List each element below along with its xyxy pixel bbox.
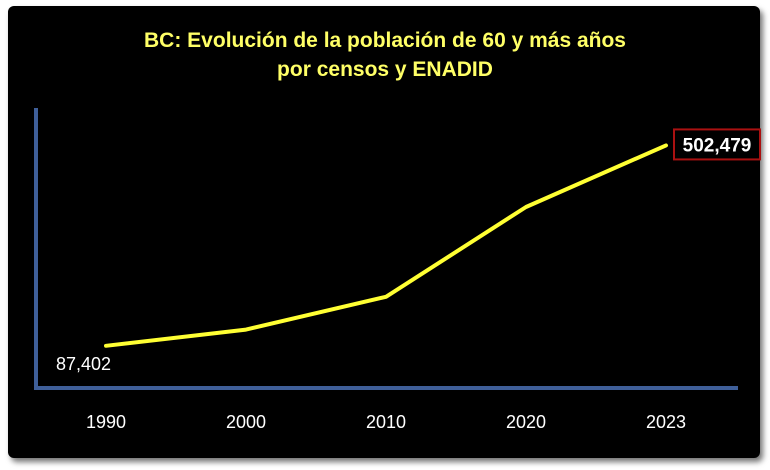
x-tick-label-2020: 2020 [506, 412, 546, 432]
data-label-first: 87,402 [56, 354, 111, 374]
x-tick-label-1990: 1990 [86, 412, 126, 432]
data-label-last-box [673, 128, 761, 161]
series-line [104, 143, 668, 348]
chart-frame [8, 6, 760, 458]
x-tick-label-2000: 2000 [226, 412, 266, 432]
x-tick-label-2010: 2010 [366, 412, 406, 432]
chart-title-line-1: BC: Evolución de la población de 60 y má… [144, 29, 626, 52]
series-group [104, 143, 668, 348]
data-labels: 87,402 502,479 [56, 128, 761, 374]
x-tick-labels: 1990 2000 2010 2020 2023 [86, 412, 686, 432]
data-label-last: 502,479 [683, 135, 752, 156]
chart-title-line-2: por censos y ENADID [277, 58, 493, 81]
x-tick-label-2023: 2023 [646, 412, 686, 432]
axes [34, 108, 738, 390]
chart-title: BC: Evolución de la población de 60 y má… [0, 26, 770, 84]
